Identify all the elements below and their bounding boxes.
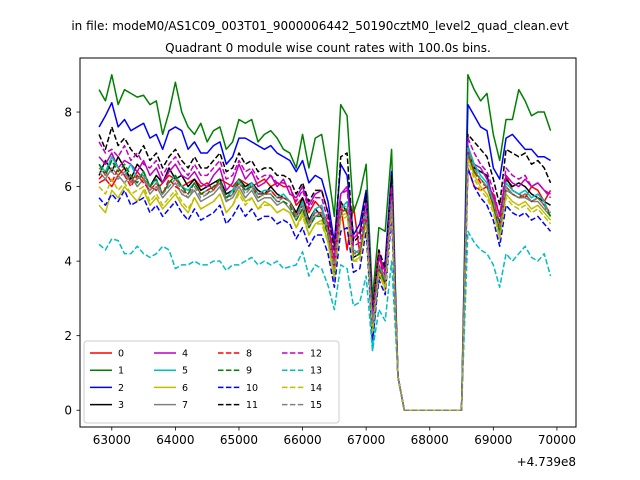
x-tick-label: 65000 (220, 433, 258, 447)
y-axis: 0 2 4 6 8 (64, 106, 80, 418)
y-tick-label: 6 (64, 180, 72, 194)
series-line-10 (98, 167, 552, 411)
legend-label-3: 3 (118, 400, 124, 411)
series-line-13 (98, 230, 552, 411)
series-line-2 (98, 101, 551, 411)
legend-label-14: 14 (310, 383, 322, 394)
y-tick-label: 2 (64, 329, 72, 343)
series-line-14 (98, 159, 552, 411)
legend-label-13: 13 (310, 366, 322, 377)
y-tick-label: 0 (64, 404, 72, 418)
series-line-1 (98, 74, 552, 411)
x-tick-label: 66000 (283, 433, 321, 447)
legend-label-1: 1 (118, 366, 124, 377)
legend-label-11: 11 (246, 400, 258, 411)
plot-area (98, 74, 552, 411)
legend-label-4: 4 (182, 349, 188, 360)
legend-label-12: 12 (310, 349, 322, 360)
x-tick-label: 64000 (156, 433, 194, 447)
x-tick-label: 69000 (474, 433, 512, 447)
legend-label-2: 2 (118, 383, 124, 394)
legend-label-9: 9 (246, 366, 252, 377)
figure-suptitle: in file: modeM0/AS1C09_003T01_9000006442… (71, 19, 569, 33)
y-tick-label: 4 (64, 255, 72, 269)
legend-box (83, 340, 340, 424)
x-axis: 63000 64000 65000 66000 67000 68000 69000 70000 (93, 427, 576, 447)
series-line-11 (98, 126, 552, 411)
x-tick-label: 63000 (93, 433, 131, 447)
x-tick-label: 70000 (538, 433, 576, 447)
y-tick-label: 8 (64, 106, 72, 120)
legend-label-6: 6 (182, 383, 188, 394)
legend-label-8: 8 (246, 349, 252, 360)
x-tick-label: 67000 (347, 433, 385, 447)
legend-label-7: 7 (182, 400, 188, 411)
legend-label-5: 5 (182, 366, 188, 377)
legend-label-10: 10 (246, 383, 258, 394)
chart-title: Quadrant 0 module wise count rates with … (165, 41, 491, 55)
legend-label-0: 0 (118, 349, 124, 360)
series-line-15 (98, 148, 552, 411)
legend-label-15: 15 (310, 400, 322, 411)
axes-frame (79, 57, 577, 428)
x-axis-offset-label: +4.739e8 (517, 455, 576, 469)
series-line-12 (98, 137, 552, 411)
series-line-9 (98, 152, 552, 411)
x-tick-label: 68000 (411, 433, 449, 447)
